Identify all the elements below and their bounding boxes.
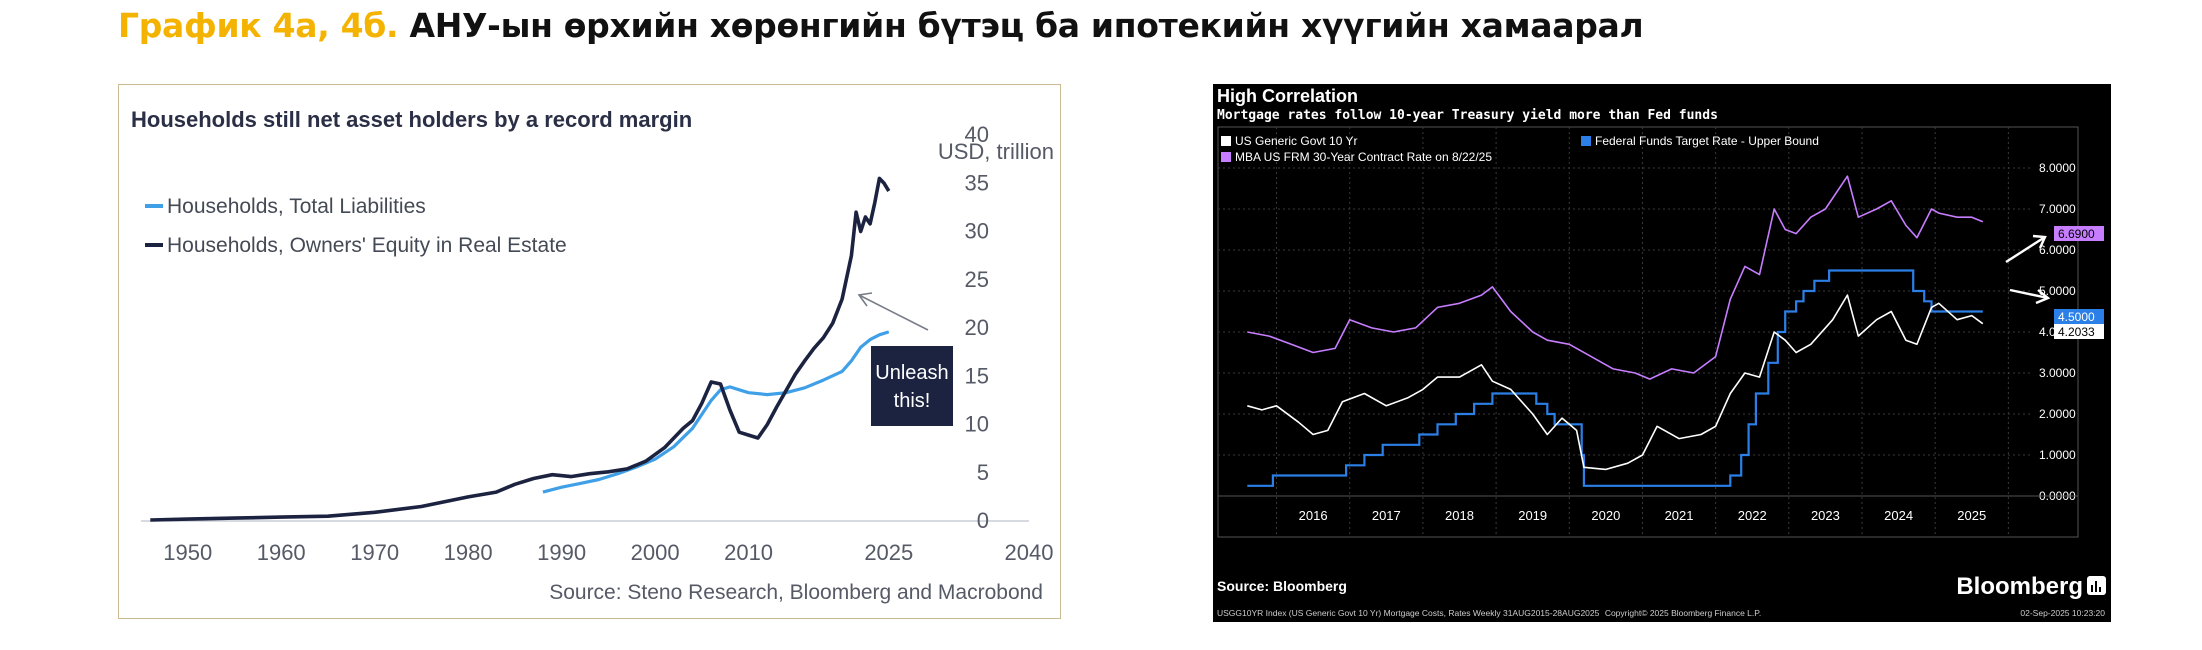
left-y-axis-label: USD, trillion <box>938 139 1054 164</box>
right-chart-svg: High Correlation Mortgage rates follow 1… <box>1213 84 2111 622</box>
left-chart-panel: Households still net asset holders by a … <box>118 84 1061 619</box>
right-chart-subtitle: Mortgage rates follow 10-year Treasury y… <box>1217 108 1718 123</box>
left-y-tick-label: 0 <box>977 508 989 533</box>
left-x-tick-label: 1990 <box>537 540 586 565</box>
legend-swatch-fed <box>1581 136 1591 146</box>
fed-funds-line <box>1247 269 1983 487</box>
bloomberg-logo-icon <box>2087 576 2106 595</box>
left-y-ticks: 0 5 10 15 20 25 30 35 40 <box>965 122 989 533</box>
arrow-flat <box>2009 288 2049 300</box>
right-y-tick-label: 7.0000 <box>2039 202 2076 216</box>
right-chart-background <box>1213 84 2111 622</box>
right-x-tick-label: 2023 <box>1811 508 1840 523</box>
annotation-arrow-line <box>858 294 929 331</box>
left-x-tick-label: 2010 <box>724 540 773 565</box>
left-chart-title: Households still net asset holders by a … <box>131 107 692 132</box>
right-x-tick-label: 2017 <box>1372 508 1401 523</box>
left-source: Source: Steno Research, Bloomberg and Ma… <box>549 581 1043 604</box>
left-x-tick-label: 2040 <box>1005 540 1054 565</box>
equity-line <box>150 176 891 522</box>
legend-label-liabilities: Households, Total Liabilities <box>167 195 426 218</box>
right-y-tick-label: 6.0000 <box>2039 243 2076 257</box>
left-y-tick-label: 35 <box>965 170 989 195</box>
right-x-tick-label: 2025 <box>1957 508 1986 523</box>
arrow-up <box>2005 235 2046 264</box>
right-x-tick-label: 2021 <box>1665 508 1694 523</box>
left-x-tick-label: 1950 <box>163 540 212 565</box>
right-x-tick-label: 2020 <box>1591 508 1620 523</box>
left-y-tick-label: 20 <box>965 315 989 340</box>
legend-swatch-tsy <box>1221 136 1231 146</box>
label-fed: 4.5000 <box>2058 310 2095 324</box>
right-x-tick-label: 2024 <box>1884 508 1913 523</box>
right-y-tick-label: 1.0000 <box>2039 448 2076 462</box>
left-x-ticks: 1950 1960 1970 1980 1990 2000 2010 2025 2040 <box>163 540 1053 565</box>
page-title-prefix: График 4а, 4б. <box>118 6 399 45</box>
right-footer-left: USGG10YR Index (US Generic Govt 10 Yr) M… <box>1217 608 1600 618</box>
right-chart-title: High Correlation <box>1217 86 1358 106</box>
legend-label-fed: Federal Funds Target Rate - Upper Bound <box>1595 134 1819 148</box>
right-x-ticks: 2016 2017 2018 2019 2020 2021 2022 2023 2024 2025 <box>1218 495 2078 523</box>
page-title: График 4а, 4б. АНУ-ын өрхийн хөрөнгийн б… <box>118 6 1644 45</box>
left-y-tick-label: 15 <box>965 363 989 388</box>
right-footer-center: Copyright© 2025 Bloomberg Finance L.P. <box>1605 608 1761 618</box>
left-x-tick-label: 2000 <box>631 540 680 565</box>
right-x-tick-label: 2022 <box>1738 508 1767 523</box>
right-y-tick-label: 5.0000 <box>2039 284 2076 298</box>
left-x-tick-label: 1980 <box>444 540 493 565</box>
left-x-tick-label: 1970 <box>350 540 399 565</box>
left-x-tick-label: 1960 <box>257 540 306 565</box>
arrow-flat-head <box>2035 289 2051 305</box>
legend-swatch-mba <box>1221 152 1231 162</box>
label-tsy-bg <box>2054 324 2104 339</box>
right-y-tick-label: 8.0000 <box>2039 161 2076 175</box>
annotation-line2: this! <box>894 390 931 412</box>
arrow-up-head <box>2032 234 2047 249</box>
label-mba: 6.6900 <box>2058 227 2095 241</box>
mba-line <box>1247 175 1984 380</box>
label-tsy: 4.2033 <box>2058 325 2095 339</box>
annotation-line1: Unleash <box>875 362 948 384</box>
bloomberg-brand: Bloomberg <box>1956 573 2083 600</box>
annotation-arrow-head <box>857 292 873 307</box>
left-y-tick-label: 5 <box>977 460 989 485</box>
right-x-tick-label: 2019 <box>1518 508 1547 523</box>
page-title-main: АНУ-ын өрхийн хөрөнгийн бүтэц ба ипотеки… <box>409 6 1644 45</box>
left-y-tick-label: 30 <box>965 219 989 244</box>
liabilities-line <box>542 330 890 494</box>
legend-label-tsy: US Generic Govt 10 Yr <box>1235 134 1358 148</box>
left-chart-svg: Households still net asset holders by a … <box>131 107 1054 604</box>
label-mba-bg <box>2054 226 2104 241</box>
left-y-tick-label: 25 <box>965 267 989 292</box>
right-x-tick-label: 2016 <box>1299 508 1328 523</box>
label-fed-bg <box>2054 309 2104 324</box>
right-x-tick-label: 2018 <box>1445 508 1474 523</box>
left-x-tick-label: 2025 <box>864 540 913 565</box>
right-source: Source: Bloomberg <box>1217 578 1347 594</box>
tsy-line <box>1247 294 1984 471</box>
right-y-tick-label: 2.0000 <box>2039 407 2076 421</box>
left-y-tick-label: 10 <box>965 412 989 437</box>
annotation-box <box>871 346 953 426</box>
right-footer-right: 02-Sep-2025 10:23:20 <box>2020 608 2105 618</box>
legend-label-equity: Households, Owners' Equity in Real Estat… <box>167 234 567 257</box>
legend-label-mba: MBA US FRM 30-Year Contract Rate on 8/22… <box>1235 150 1492 164</box>
right-chart-panel: High Correlation Mortgage rates follow 1… <box>1213 84 2111 622</box>
left-y-tick-label: 40 <box>965 122 989 147</box>
right-y-tick-label: 3.0000 <box>2039 366 2076 380</box>
